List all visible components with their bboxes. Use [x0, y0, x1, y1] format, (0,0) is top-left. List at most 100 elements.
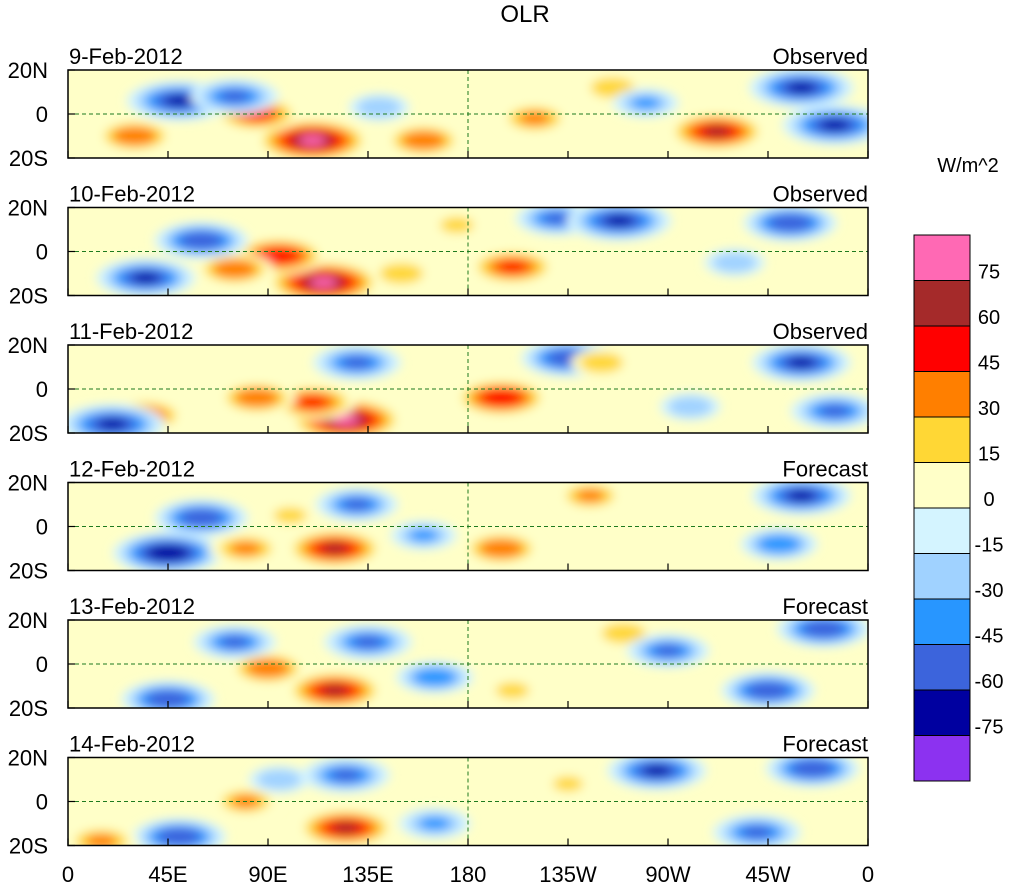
anomaly-contour: [166, 831, 192, 842]
y-tick-label: 20N: [8, 196, 48, 221]
panel-2: 20N 0 20S 10-Feb-2012 Observed: [8, 182, 869, 309]
anomaly-contour: [810, 623, 837, 634]
anomaly-contour: [388, 267, 415, 280]
anomaly-contour: [243, 392, 270, 404]
panel-date: 10-Feb-2012: [69, 182, 195, 207]
anomaly-contour: [164, 95, 194, 107]
chart-title: OLR: [500, 1, 549, 28]
anomaly-contour: [519, 111, 551, 125]
colorbar-swatch: [913, 371, 971, 418]
anomaly-contour: [610, 627, 637, 640]
y-tick-label: 0: [36, 240, 48, 265]
colorbar-swatch: [913, 280, 971, 327]
y-tick-label: 20S: [9, 146, 48, 171]
colorbar-label: -60: [975, 671, 1004, 693]
anomaly-contour: [643, 765, 671, 776]
x-tick-label: 90W: [645, 862, 690, 887]
anomaly-contour: [188, 235, 215, 246]
colorbar-label: 0: [983, 489, 994, 511]
y-tick-label: 20S: [9, 421, 48, 446]
x-tick-label: 180: [450, 862, 487, 887]
colorbar-label: 75: [978, 262, 1000, 284]
panel-date: 9-Feb-2012: [69, 44, 183, 69]
olr-field: [68, 757, 868, 846]
y-tick-label: 0: [36, 377, 48, 402]
anomaly-contour: [787, 357, 815, 368]
olr-field: [68, 70, 868, 158]
anomaly-contour: [588, 356, 615, 369]
panel-kind: Observed: [773, 182, 868, 207]
colorbar-label: 60: [978, 307, 1000, 329]
anomaly-contour: [343, 498, 371, 511]
anomaly-contour: [703, 126, 731, 137]
colorbar-label: -15: [975, 535, 1004, 557]
y-tick-label: 20N: [8, 471, 48, 496]
colorbar-label: -30: [975, 580, 1004, 602]
anomaly-contour: [820, 119, 849, 131]
anomaly-contour: [321, 685, 349, 696]
colorbar-label: 30: [978, 398, 1000, 420]
colorbar-swatch: [913, 325, 971, 372]
anomaly-contour: [219, 90, 250, 103]
anomaly-contour: [266, 773, 293, 786]
x-tick-label: 135W: [539, 862, 597, 887]
colorbar-swatch: [913, 416, 971, 463]
anomaly-contour: [604, 215, 634, 227]
colorbar-swatch: [913, 553, 971, 600]
anomaly-contour: [121, 130, 148, 142]
colorbar-swatch: [913, 735, 971, 782]
anomaly-contour: [419, 816, 451, 831]
anomaly-contour: [342, 356, 372, 369]
anomaly-contour: [321, 543, 349, 554]
anomaly-contour: [132, 272, 160, 284]
anomaly-contour: [266, 250, 292, 261]
y-tick-label: 20S: [9, 834, 48, 859]
panel-kind: Forecast: [782, 732, 868, 757]
anomaly-contour: [755, 685, 781, 696]
panel-date: 12-Feb-2012: [69, 457, 195, 482]
anomaly-contour: [721, 256, 748, 269]
anomaly-contour: [85, 834, 117, 846]
x-tick-label: 0: [862, 862, 874, 887]
panel-kind: Observed: [773, 44, 868, 69]
y-tick-label: 0: [36, 102, 48, 127]
colorbar-units: W/m^2: [937, 155, 999, 177]
anomaly-contour: [787, 490, 815, 501]
y-tick-label: 0: [36, 652, 48, 677]
y-tick-label: 20N: [8, 608, 48, 633]
colorbar-label: -45: [975, 626, 1004, 648]
anomaly-contour: [819, 405, 850, 417]
anomaly-contour: [332, 414, 360, 425]
anomaly-contour: [155, 694, 181, 705]
anomaly-contour: [787, 82, 816, 94]
colorbar-swatch: [913, 234, 971, 281]
x-tick-label: 45E: [148, 862, 187, 887]
anomaly-contour: [799, 763, 826, 774]
y-tick-label: 20S: [9, 284, 48, 309]
olr-field: [68, 345, 868, 433]
panel-date: 11-Feb-2012: [69, 319, 193, 344]
colorbar-swatch: [913, 689, 971, 736]
anomaly-contour: [353, 636, 383, 648]
anomaly-contour: [155, 548, 181, 558]
anomaly-contour: [766, 538, 793, 550]
colorbar-swatch: [913, 507, 971, 554]
anomaly-contour: [488, 392, 515, 403]
colorbar-label: 15: [978, 444, 1000, 466]
panel-kind: Observed: [773, 319, 868, 344]
olr-field: [68, 620, 868, 708]
anomaly-contour: [409, 529, 438, 542]
panel-kind: Forecast: [782, 457, 868, 482]
anomaly-contour: [299, 135, 326, 146]
anomaly-contour: [677, 400, 704, 413]
anomaly-contour: [654, 645, 682, 657]
colorbar-swatch: [913, 462, 971, 509]
panel-4: 20N 0 20S 12-Feb-2012 Forecast: [8, 457, 869, 584]
x-tick-label: 45W: [745, 862, 790, 887]
anomaly-contour: [297, 396, 328, 409]
anomaly-contour: [188, 512, 215, 523]
anomaly-contour: [575, 489, 605, 502]
y-tick-label: 20N: [8, 746, 48, 771]
anomaly-contour: [273, 507, 307, 524]
y-tick-label: 20S: [9, 559, 48, 584]
